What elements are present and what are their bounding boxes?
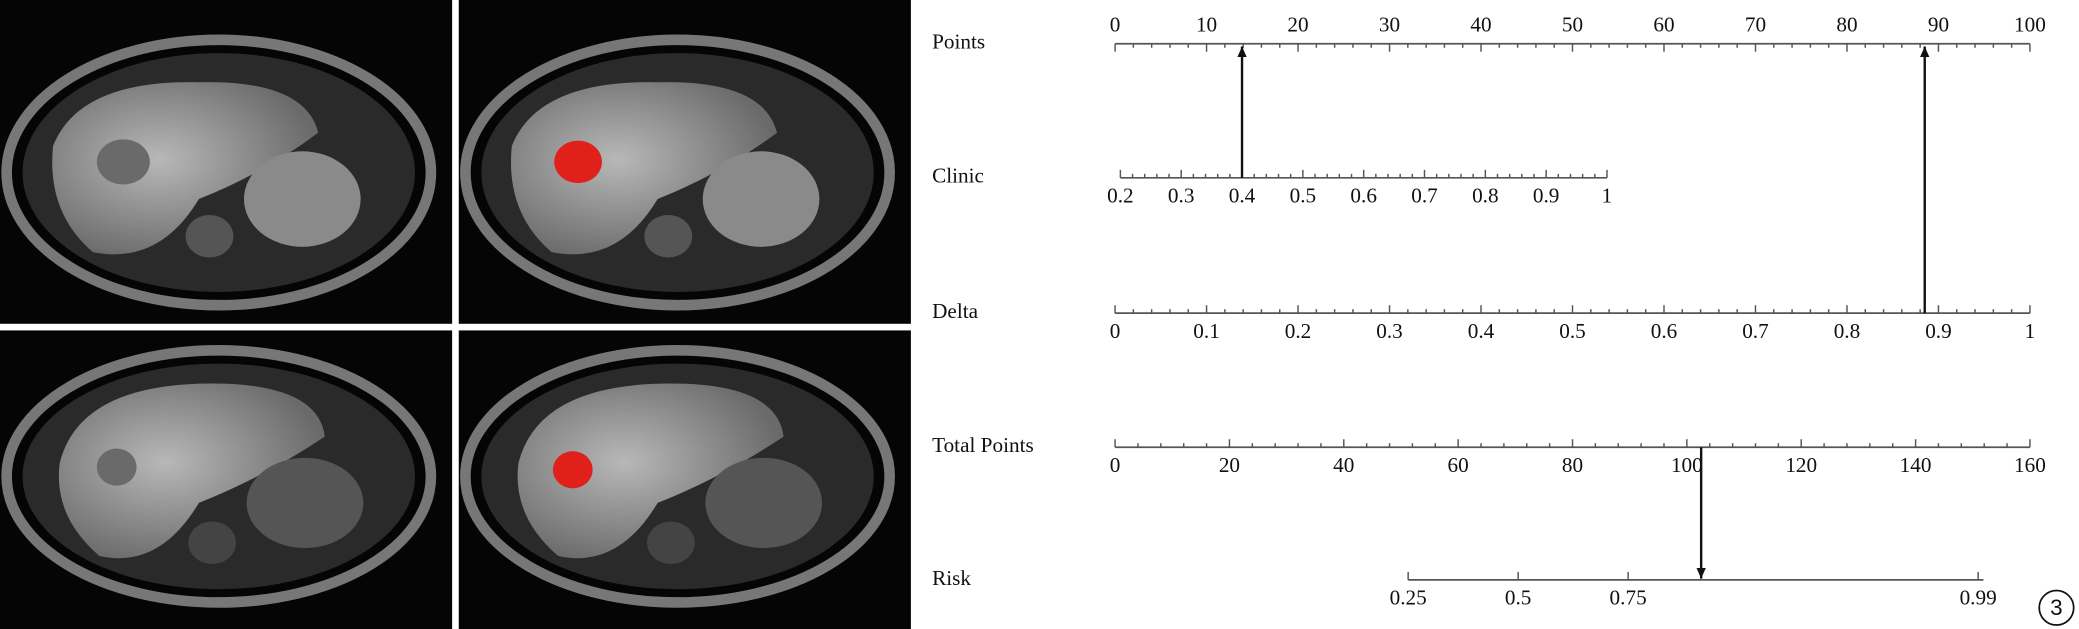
tick-label: 100 — [2014, 12, 2046, 36]
mri-panel — [458, 330, 911, 629]
tick-label: 90 — [1928, 12, 1949, 36]
tick-label: 0.99 — [1960, 586, 1997, 610]
mri-panel — [0, 330, 453, 629]
mri-panel — [0, 0, 453, 324]
tick-label: 0.75 — [1610, 586, 1647, 610]
tick-label: 0.8 — [1834, 319, 1861, 343]
tick-label: 0.4 — [1468, 319, 1495, 343]
tick-label: 30 — [1379, 12, 1400, 36]
tick-label: 0.8 — [1472, 184, 1499, 208]
mri-panel — [458, 0, 911, 324]
tick-label: 0.4 — [1229, 184, 1256, 208]
row-label: Clinic — [932, 164, 984, 188]
arrow-head — [1920, 46, 1930, 58]
tick-label: 0.6 — [1651, 319, 1678, 343]
tick-label: 100 — [1671, 453, 1703, 477]
mri-panels — [0, 0, 911, 629]
tick-label: 80 — [1836, 12, 1857, 36]
tick-label: 10 — [1196, 12, 1217, 36]
tick-label: 0.5 — [1559, 319, 1586, 343]
tick-label: 50 — [1562, 12, 1583, 36]
tick-label: 1 — [2025, 319, 2036, 343]
tick-label: 0 — [1110, 12, 1121, 36]
panel-badge — [2038, 589, 2075, 626]
tick-label: 0.2 — [1285, 319, 1312, 343]
tick-label: 0.7 — [1742, 319, 1769, 343]
panel-label: 3 — [2050, 595, 2063, 620]
row-label: Delta — [932, 299, 979, 323]
tick-label: 40 — [1470, 12, 1491, 36]
tick-label: 0.9 — [1533, 184, 1560, 208]
tick-label: 60 — [1448, 453, 1469, 477]
tick-label: 0.5 — [1505, 586, 1532, 610]
tick-label: 20 — [1219, 453, 1240, 477]
tick-label: 20 — [1287, 12, 1308, 36]
tick-label: 60 — [1653, 12, 1674, 36]
tick-label: 80 — [1562, 453, 1583, 477]
tick-label: 0.7 — [1411, 184, 1438, 208]
tick-label: 0.1 — [1193, 319, 1220, 343]
row-label: Risk — [932, 566, 971, 590]
row-label: Points — [932, 30, 985, 54]
tick-label: 0.3 — [1168, 184, 1195, 208]
tick-label: 40 — [1333, 453, 1354, 477]
tick-label: 0.6 — [1350, 184, 1377, 208]
tick-label: 1 — [1602, 184, 1613, 208]
row-label: Total Points — [932, 433, 1034, 457]
arrow-head — [1696, 567, 1706, 579]
tick-label: 0.2 — [1107, 184, 1134, 208]
arrow-head — [1237, 46, 1247, 58]
tick-label: 0 — [1110, 453, 1121, 477]
tick-label: 0.3 — [1376, 319, 1403, 343]
tick-label: 120 — [1785, 453, 1817, 477]
tick-label: 0.5 — [1290, 184, 1317, 208]
tick-label: 160 — [2014, 453, 2046, 477]
tick-label: 0.9 — [1925, 319, 1952, 343]
tick-label: 0.25 — [1390, 586, 1427, 610]
tick-label: 70 — [1745, 12, 1766, 36]
tick-label: 0 — [1110, 319, 1121, 343]
tick-label: 140 — [1900, 453, 1932, 477]
